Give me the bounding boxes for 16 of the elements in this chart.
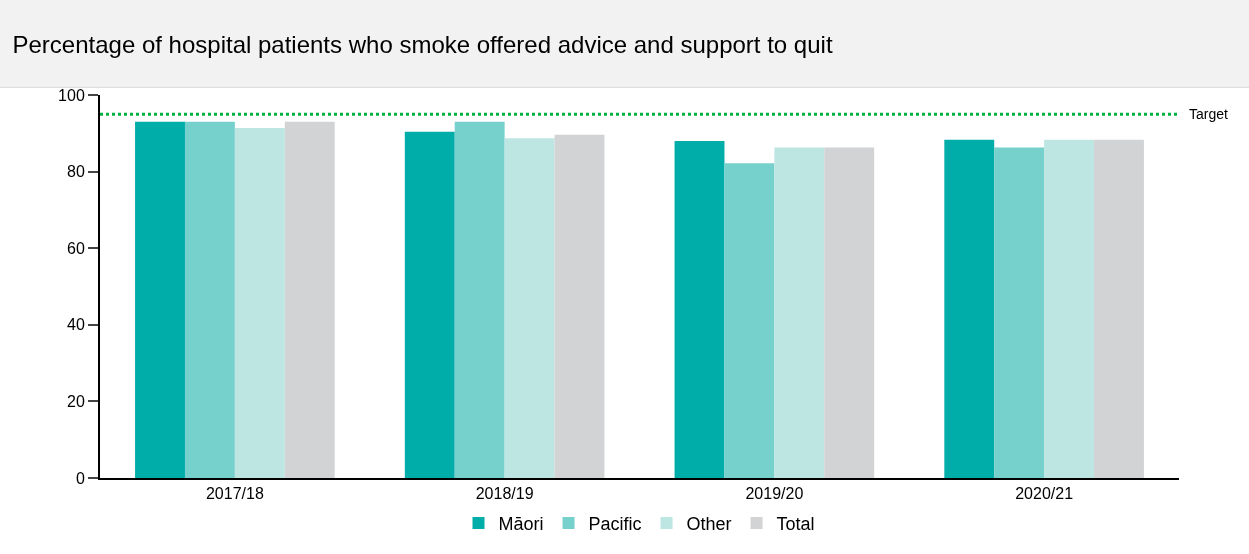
y-tick-label: 0 xyxy=(75,469,85,487)
chart-title: Percentage of hospital patients who smoke offered advice and support to quit xyxy=(12,30,833,58)
y-tick-label: 60 xyxy=(67,239,85,257)
legend-label: Pacific xyxy=(588,514,642,535)
y-tick-label: 40 xyxy=(67,316,85,334)
x-tick-label: 2020/21 xyxy=(1015,485,1074,503)
legend-label: Māori xyxy=(498,514,544,535)
ref-line-label: Target xyxy=(1189,106,1229,122)
x-tick-label: 2018/19 xyxy=(475,485,534,503)
y-tick-label: 20 xyxy=(67,393,85,410)
y-tick-label: 80 xyxy=(67,163,85,181)
legend-label: Total xyxy=(776,514,815,535)
x-tick-label: 2019/20 xyxy=(745,485,804,503)
legend-label: Other xyxy=(686,514,732,535)
y-tick-label: 100 xyxy=(58,86,85,104)
x-tick-label: 2017/18 xyxy=(205,485,264,503)
